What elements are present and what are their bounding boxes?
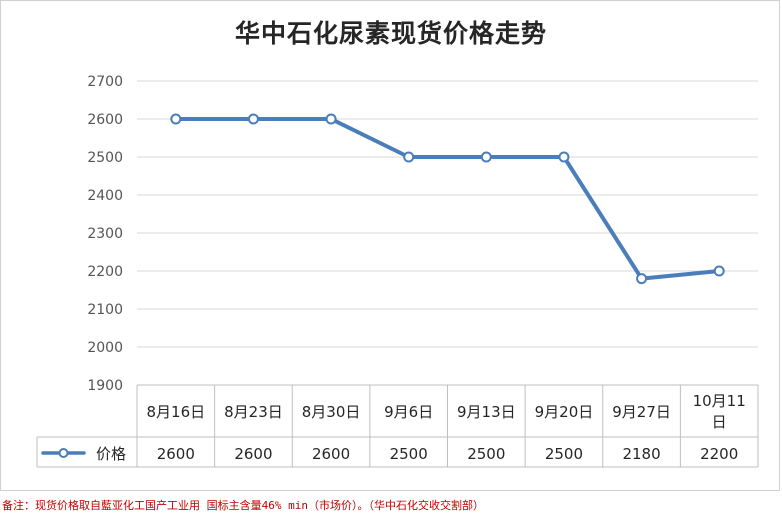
data-point	[558, 151, 570, 163]
x-tick-label: 9月20日	[535, 403, 594, 421]
data-label: 2600	[312, 445, 350, 463]
legend-marker	[58, 448, 69, 458]
data-point	[247, 113, 259, 125]
x-tick-label: 8月30日	[302, 403, 361, 421]
footnote: 备注：现货价格取自藍亚化工国产工业用 国标主含量46% min（市场价）。（华中…	[2, 499, 484, 512]
chart-frame	[0, 0, 780, 491]
y-tick-label: 2700	[87, 74, 123, 90]
y-tick-label: 2100	[87, 302, 123, 318]
data-point	[636, 273, 648, 285]
data-point	[325, 113, 337, 125]
y-tick-label: 1900	[87, 378, 123, 394]
y-tick-label: 2300	[87, 226, 123, 242]
x-tick-label: 10月11	[693, 392, 746, 410]
x-tick-label: 8月16日	[146, 403, 205, 421]
data-label: 2200	[700, 445, 738, 463]
data-label: 2500	[545, 445, 583, 463]
x-tick-label: 日	[712, 413, 727, 431]
data-label: 2600	[234, 445, 272, 463]
x-tick-label: 9月13日	[457, 403, 516, 421]
data-label: 2180	[622, 445, 660, 463]
data-label: 2500	[467, 445, 505, 463]
line-chart: 1900 2000 2100 2200 2300 2400 2500 2600 2700 8月16…	[36, 74, 759, 468]
data-point	[713, 265, 725, 277]
y-tick-label: 2200	[87, 264, 123, 280]
y-tick-label: 2400	[87, 188, 123, 204]
chart-title: 华中石化尿素现货价格走势	[234, 19, 547, 48]
y-tick-label: 2600	[87, 112, 123, 128]
data-point	[403, 151, 415, 163]
data-label: 2500	[390, 445, 428, 463]
data-label: 2600	[157, 445, 195, 463]
data-point	[480, 151, 492, 163]
x-tick-label: 9月6日	[384, 403, 433, 421]
series-line-价格	[173, 117, 722, 281]
x-tick-label: 8月23日	[224, 403, 283, 421]
y-tick-label: 2500	[87, 150, 123, 166]
y-tick-label: 2000	[87, 340, 123, 356]
data-point	[170, 113, 182, 125]
x-tick-label: 9月27日	[612, 403, 671, 421]
legend-label: 价格	[96, 445, 126, 463]
